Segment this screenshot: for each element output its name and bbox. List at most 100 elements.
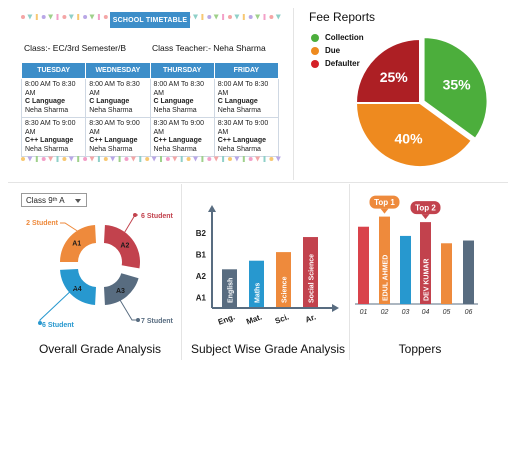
- table-cell: 8:00 AM To 8:30 AM C Language Neha Sharma: [85, 78, 151, 118]
- bar-label: EDUL AHMED: [383, 255, 390, 301]
- bar-label: Social Science: [309, 254, 316, 303]
- y-tick-label: A2: [196, 272, 207, 281]
- callout-line: [119, 299, 138, 321]
- donut-segment-label: A4: [73, 286, 82, 293]
- divider-middle: [8, 182, 508, 183]
- confetti-dot: [145, 157, 150, 161]
- table-cell: 8:30 AM To 9:00 AM C++ Language Neha Sharm…: [85, 117, 151, 157]
- confetti-triangle: [255, 14, 261, 20]
- x-tick-label: 02: [381, 309, 389, 316]
- callout-label: 6 Student: [42, 322, 75, 329]
- divider-top: [293, 8, 294, 180]
- confetti-triangle: [48, 14, 54, 20]
- confetti-bar: [118, 156, 121, 162]
- bar-label: English: [228, 278, 235, 303]
- confetti-dot: [21, 15, 25, 19]
- table-row: 8:00 AM To 8:30 AM C Language Neha Sharma …: [20, 78, 280, 118]
- grade-analysis-caption: Overall Grade Analysis: [38, 342, 162, 356]
- callout-dot: [38, 321, 42, 325]
- confetti-triangle: [275, 156, 281, 162]
- confetti-bar: [97, 14, 100, 20]
- chevron-down-icon: [75, 199, 81, 203]
- confetti-bar: [35, 14, 38, 20]
- bar-label: Maths: [255, 283, 262, 303]
- callout-label: 6 Student: [141, 213, 174, 220]
- confetti-triangle: [89, 14, 95, 20]
- confetti-bar: [242, 14, 245, 20]
- x-tick-label: 04: [422, 309, 430, 316]
- donut-segment-label: A2: [120, 243, 129, 250]
- confetti-triangle: [234, 156, 240, 162]
- confetti-bar: [77, 156, 80, 162]
- pie-slice-defaulter: [354, 37, 421, 104]
- confetti-triangle: [110, 156, 116, 162]
- callout-dot: [133, 213, 137, 217]
- confetti-bar: [201, 14, 204, 20]
- donut-segment-label: A1: [72, 241, 81, 248]
- y-axis-arrow: [208, 205, 216, 212]
- confetti-dot: [248, 157, 253, 161]
- confetti-bar: [201, 156, 204, 162]
- bar: [441, 243, 452, 304]
- bar: [303, 237, 318, 307]
- confetti-bar: [97, 156, 100, 162]
- confetti-dot: [207, 15, 212, 19]
- legend-item-due: Due: [311, 46, 340, 55]
- confetti-dot: [248, 15, 253, 19]
- legend-dot: [311, 59, 319, 68]
- day-header: FRIDAY: [213, 62, 280, 79]
- class-select-dropdown[interactable]: Class 9ᵗʰ A: [21, 193, 87, 207]
- confetti-dot: [62, 15, 67, 19]
- confetti-triangle: [89, 156, 95, 162]
- fee-reports-title: Fee Reports: [309, 10, 376, 24]
- x-tick-label: Sci.: [274, 312, 290, 325]
- confetti-bar: [180, 156, 183, 162]
- x-tick-label: Mat.: [245, 312, 263, 326]
- bar-label: DEV KUMAR: [424, 259, 431, 301]
- pie-slice-label: 25%: [380, 69, 409, 85]
- callout-line: [39, 286, 76, 323]
- confetti-bar: [263, 14, 266, 20]
- confetti-bar: [160, 156, 162, 162]
- confetti-bar: [35, 156, 38, 162]
- confetti-bar: [242, 156, 245, 162]
- grade-donut-chart: A1 A2 A3 A4 2 Student 6 Student 7 Student 6 Stu…: [26, 213, 174, 329]
- topper-tag: [369, 195, 400, 209]
- pie-slice-due: [354, 102, 474, 168]
- confetti-triangle: [213, 156, 219, 162]
- confetti-triangle: [193, 156, 198, 162]
- callout-dot: [136, 318, 140, 322]
- callout-label: 2 Student: [26, 220, 59, 227]
- table-cell: 8:30 AM To 9:00 AM C++ Language Neha Sharm…: [149, 117, 215, 157]
- table-cell: 8:00 AM To 8:30 AM C Language Neha Sharma: [149, 78, 215, 118]
- confetti-triangle: [48, 156, 54, 162]
- confetti-dot: [103, 157, 108, 161]
- timetable-table: TUESDAY WEDNESDAY THURSDAY FRIDAY 8:00 A…: [20, 62, 280, 157]
- day-header: WEDNESDAY: [85, 62, 151, 79]
- x-tick-label: 05: [443, 309, 451, 316]
- confetti-bar: [222, 156, 225, 162]
- legend-dot: [311, 33, 319, 42]
- confetti-dot: [228, 157, 232, 161]
- table-cell: 8:00 AM To 8:30 AM C Language Neha Sharma: [213, 78, 280, 118]
- donut-segment-a4: [60, 268, 97, 305]
- bar-label: Science: [282, 276, 289, 303]
- class-teacher-info: Class Teacher:- Neha Sharma: [152, 43, 266, 53]
- confetti-dot: [165, 157, 170, 161]
- confetti-dot: [207, 157, 212, 161]
- x-tick-label: Ar.: [304, 312, 317, 324]
- x-tick-label: 03: [402, 309, 410, 316]
- subject-bar-chart: A1 A2 B1 B2 English Eng. Maths Mat. Science Sci. S…: [196, 205, 339, 327]
- bar: [463, 240, 474, 304]
- confetti-dot: [41, 157, 46, 161]
- confetti-decoration-bottom: [20, 152, 282, 164]
- confetti-triangle: [172, 156, 178, 162]
- topper-tag-pointer: [421, 214, 430, 220]
- confetti-dot: [83, 157, 88, 161]
- x-tick-label: 06: [465, 309, 473, 316]
- pie-slice-collection: [422, 36, 489, 141]
- timetable-badge: SCHOOL TIMETABLE: [110, 12, 190, 28]
- bar: [420, 222, 431, 304]
- legend-dot: [311, 46, 319, 55]
- bar: [276, 252, 291, 307]
